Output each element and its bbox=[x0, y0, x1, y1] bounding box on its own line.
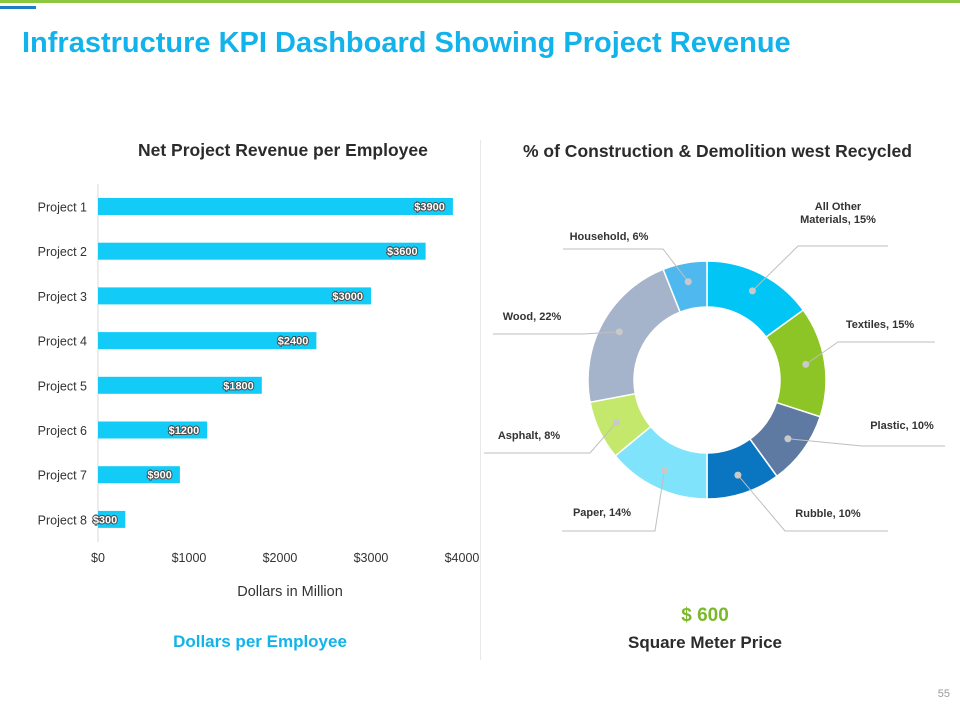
page-number: 55 bbox=[937, 688, 950, 700]
category-label: Project 8 bbox=[38, 513, 87, 527]
bar-chart-title: Net Project Revenue per Employee bbox=[138, 140, 428, 160]
slice-label: Household, 6% bbox=[570, 231, 649, 243]
slice-label: All Other bbox=[815, 201, 862, 213]
bar bbox=[98, 332, 317, 350]
bar-data-label: $300 bbox=[93, 514, 117, 526]
bar-data-label: $900 bbox=[147, 470, 171, 482]
donut-chart-title: % of Construction & Demolition west Recy… bbox=[523, 141, 912, 161]
x-tick-label: $2000 bbox=[263, 551, 298, 565]
slice-label: Rubble, 10% bbox=[795, 508, 861, 520]
category-label: Project 7 bbox=[38, 469, 87, 483]
slice-leader-line bbox=[737, 474, 888, 532]
bar bbox=[98, 198, 453, 215]
square-meter-price-label: Square Meter Price bbox=[627, 633, 782, 652]
bar-chart: Project 1 $3900 Project 2 $3600 Project 3 $30… bbox=[38, 184, 480, 600]
slice-leader-dot bbox=[615, 328, 623, 336]
slice-label: Paper, 14% bbox=[573, 507, 631, 519]
category-label: Project 5 bbox=[38, 379, 87, 393]
slice-label: Textiles, 15% bbox=[846, 319, 914, 331]
bar bbox=[98, 376, 262, 394]
slice-leader-line bbox=[562, 470, 665, 532]
slice-leader-line bbox=[563, 248, 689, 283]
bar bbox=[98, 466, 180, 484]
slice-leader-dot bbox=[684, 278, 692, 286]
x-axis-title: Dollars in Million bbox=[237, 584, 343, 600]
category-label: Project 2 bbox=[38, 245, 87, 259]
category-label: Project 3 bbox=[38, 290, 87, 304]
bar-data-label: $3900 bbox=[414, 202, 445, 214]
bar-data-label: $3600 bbox=[387, 246, 418, 258]
x-tick-label: $1000 bbox=[172, 551, 207, 565]
slice-leader-dot bbox=[660, 466, 668, 474]
slice-leader-dot bbox=[734, 471, 742, 479]
bar-data-label: $1800 bbox=[223, 380, 254, 392]
category-label: Project 1 bbox=[38, 201, 87, 215]
bar-data-label: $2400 bbox=[278, 336, 309, 348]
square-meter-price-value: $ 600 bbox=[681, 605, 729, 626]
x-tick-label: $4000 bbox=[445, 551, 480, 565]
bar bbox=[98, 242, 426, 260]
bar bbox=[98, 510, 126, 528]
panel-divider bbox=[480, 140, 481, 660]
slice-label: Materials, 15% bbox=[800, 214, 876, 226]
category-label: Project 6 bbox=[38, 424, 87, 438]
slice-leader-line bbox=[752, 245, 888, 292]
top-accent-rule bbox=[0, 6, 36, 9]
dollars-per-employee-caption: Dollars per Employee bbox=[173, 632, 347, 651]
slice-leader-line bbox=[787, 438, 945, 447]
page-title: Infrastructure KPI Dashboard Showing Pro… bbox=[22, 27, 791, 59]
bar bbox=[98, 421, 208, 439]
slice-label: Wood, 22% bbox=[503, 311, 562, 323]
donut-slice bbox=[587, 268, 682, 404]
slice-leader-line bbox=[493, 331, 620, 335]
bar-data-label: $1200 bbox=[169, 425, 200, 437]
bar bbox=[98, 287, 371, 305]
top-rule bbox=[0, 0, 960, 3]
slice-leader-dot bbox=[784, 435, 792, 443]
slice-leader-dot bbox=[748, 287, 756, 295]
slice-leader-dot bbox=[802, 360, 810, 368]
slice-label: Asphalt, 8% bbox=[498, 430, 561, 442]
slice-leader-line bbox=[805, 341, 935, 365]
slice-leader-line bbox=[484, 422, 617, 454]
bar-data-label: $3000 bbox=[332, 291, 363, 303]
category-label: Project 4 bbox=[38, 335, 87, 349]
x-tick-label: $3000 bbox=[354, 551, 389, 565]
slice-label: Plastic, 10% bbox=[870, 420, 934, 432]
slice-leader-dot bbox=[613, 419, 621, 427]
x-tick-label: $0 bbox=[91, 551, 105, 565]
